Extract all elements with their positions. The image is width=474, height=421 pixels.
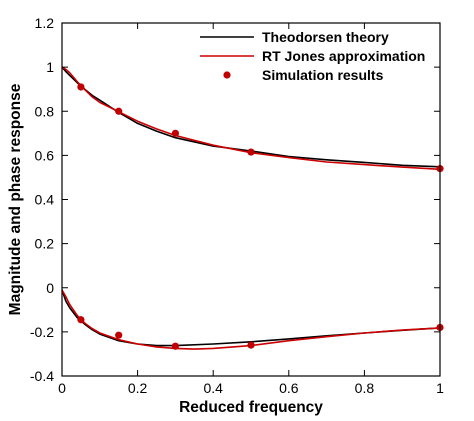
data-point-simulation-results	[115, 107, 123, 115]
data-point-simulation-results	[77, 316, 85, 324]
x-tick-label: 0.2	[128, 380, 148, 396]
data-point-simulation-results	[171, 342, 179, 350]
legend-label-simulation-results: Simulation results	[262, 67, 384, 83]
legend-label-theodorsen-theory: Theodorsen theory	[262, 29, 389, 45]
y-tick-label: 1	[46, 59, 54, 75]
y-tick-label: 0.4	[35, 192, 55, 208]
series-line-rt-jones-approximation	[61, 66, 441, 171]
series-line-theodorsen-theory	[61, 66, 441, 168]
y-axis-title: Magnitude and phase response	[7, 83, 24, 315]
x-tick-label: 1	[436, 380, 444, 396]
x-tick-label: 0.6	[279, 380, 299, 396]
ticks-layer: 0 0.2 0.4 0.6 0.8 1 -0.4 -0.2 0 0.2 0.4 0.6 0.8 1 1.2	[30, 15, 444, 396]
data-point-simulation-results	[247, 341, 255, 349]
y-tick-label: 0.6	[35, 147, 55, 163]
legend-swatch-simulation-results	[223, 71, 231, 79]
y-tick-label: -0.2	[30, 324, 54, 340]
x-tick-label: 0.4	[203, 380, 223, 396]
legend-label-rt-jones-approximation: RT Jones approximation	[262, 48, 425, 64]
x-tick-label: 0	[58, 380, 66, 396]
series-layer	[61, 66, 444, 350]
x-axis-title: Reduced frequency	[179, 399, 323, 416]
data-point-simulation-results	[171, 129, 179, 137]
y-tick-label: 0.8	[35, 103, 55, 119]
legend: Theodorsen theory RT Jones approximation S…	[200, 29, 425, 83]
series-line-rt-jones-approximation	[61, 289, 441, 350]
x-tick-label: 0.8	[355, 380, 375, 396]
data-point-simulation-results	[115, 331, 123, 339]
y-tick-label: -0.4	[30, 368, 54, 384]
y-tick-label: 0.2	[35, 236, 55, 252]
data-point-simulation-results	[77, 83, 85, 91]
y-tick-label: 1.2	[35, 15, 55, 31]
y-tick-label: 0	[46, 280, 54, 296]
data-point-simulation-results	[247, 148, 255, 156]
